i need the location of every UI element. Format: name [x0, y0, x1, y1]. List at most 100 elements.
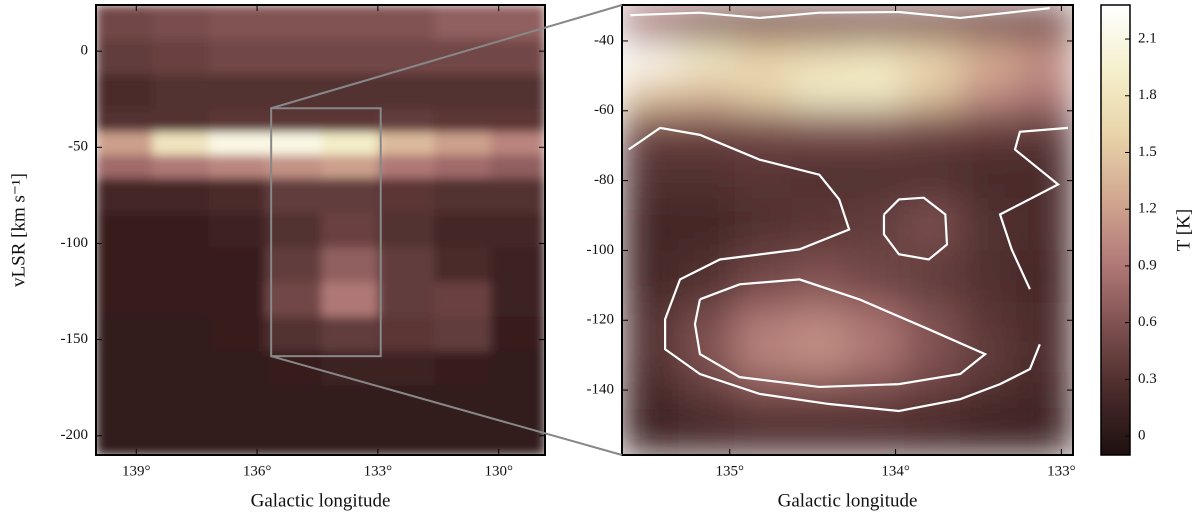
heatmap-cell [960, 250, 1018, 304]
colorbar [1100, 4, 1131, 456]
heatmap-cell [208, 281, 266, 318]
heatmap-cell [847, 40, 905, 77]
heatmap-cell [434, 281, 492, 318]
heatmap-cell [265, 178, 323, 214]
heatmap-cell [1016, 250, 1073, 304]
x-axis-label: Galactic longitude [778, 490, 918, 511]
heatmap-cell [1016, 198, 1073, 251]
heatmap-cell [490, 74, 545, 110]
heatmap-cell [791, 110, 848, 147]
heatmap-cell [265, 247, 323, 283]
x-tick-label: 139° [122, 463, 151, 479]
heatmap-cell [434, 108, 492, 133]
heatmap-cell [847, 407, 905, 455]
heatmap-cell [377, 178, 435, 214]
y-tick-label: -80 [594, 172, 614, 188]
heatmap-cell [321, 131, 379, 156]
heatmap-cell [96, 316, 153, 352]
heatmap-cell [678, 372, 736, 409]
heatmap-cell [321, 385, 379, 455]
heatmap-cell [678, 110, 736, 147]
heatmap-cell [208, 247, 266, 283]
heatmap-cell [321, 5, 379, 41]
heatmap-cell [734, 407, 792, 455]
heatmap-cells [96, 5, 545, 455]
zoom-connector [270, 355, 623, 456]
heatmap-cell [265, 316, 323, 352]
x-tick-label: 130° [484, 463, 513, 479]
heatmap-cell [152, 5, 210, 41]
heatmap-cell [847, 337, 905, 374]
heatmap-cell [622, 372, 679, 409]
heatmap-cell [903, 110, 961, 147]
heatmap-cell [96, 131, 153, 156]
heatmap-cell [490, 108, 545, 133]
colorbar-tick-label: 2.1 [1138, 30, 1157, 46]
y-axis-label: vLSR [km s⁻¹] [8, 173, 29, 287]
heatmap-cell [791, 250, 848, 304]
heatmap-cell [791, 145, 848, 199]
heatmap-cell [321, 281, 379, 318]
y-tick-label: -100 [61, 235, 89, 251]
heatmap-cell [622, 198, 679, 251]
heatmap-cell [1016, 75, 1073, 112]
heatmap-cell [321, 316, 379, 352]
heatmap-cell [791, 198, 848, 251]
heatmap-cell [490, 178, 545, 214]
heatmap-cell [678, 407, 736, 455]
heatmap-cell [96, 5, 153, 41]
heatmap-cell [734, 75, 792, 112]
y-tick-label: -140 [587, 382, 615, 398]
heatmap-cell [903, 407, 961, 455]
heatmap-cell [208, 351, 266, 387]
heatmap-cell [490, 316, 545, 352]
heatmap-cell [434, 5, 492, 41]
x-tick-label: 133° [364, 463, 393, 479]
y-tick-label: -60 [594, 102, 614, 118]
heatmap-cell [265, 5, 323, 41]
heatmap-cell [96, 281, 153, 318]
heatmap-cell [490, 39, 545, 75]
heatmap-cell [734, 110, 792, 147]
heatmap-cell [321, 178, 379, 214]
heatmap-cell [960, 372, 1018, 409]
zoom-box [270, 107, 382, 358]
y-tick-label: -50 [68, 139, 88, 155]
heatmap-cell [265, 74, 323, 110]
heatmap-cell [377, 108, 435, 133]
heatmap-cell [152, 74, 210, 110]
heatmap-cells [622, 5, 1073, 455]
contour [628, 126, 1041, 413]
heatmap-cell [434, 351, 492, 387]
heatmap-cell [734, 250, 792, 304]
heatmap-cell [265, 385, 323, 455]
heatmap-cell [321, 212, 379, 248]
heatmap-cell [377, 281, 435, 318]
heatmap-cell [734, 198, 792, 251]
contour [693, 278, 988, 389]
heatmap-cell [434, 131, 492, 156]
heatmap-cell [265, 281, 323, 318]
heatmap-cell [1016, 337, 1073, 374]
colorbar-label: T [K] [1173, 209, 1194, 251]
heatmap-cell [152, 385, 210, 455]
heatmap-cell [678, 198, 736, 251]
heatmap-cell [208, 39, 266, 75]
heatmap-cell [208, 385, 266, 455]
heatmap-cell [1016, 372, 1073, 409]
heatmap-cell [678, 5, 736, 42]
heatmap-cell [377, 212, 435, 248]
y-tick-label: -40 [594, 32, 614, 48]
heatmap-cell [377, 247, 435, 283]
heatmap-cell [960, 145, 1018, 199]
heatmap-cell [208, 316, 266, 352]
contour [630, 7, 1050, 20]
heatmap-cell [208, 74, 266, 110]
heatmap-cell [96, 212, 153, 248]
plot-frame [95, 4, 546, 456]
heatmap-cell [490, 5, 545, 41]
heatmap-cell [847, 198, 905, 251]
x-tick-label: 133° [1047, 463, 1076, 479]
